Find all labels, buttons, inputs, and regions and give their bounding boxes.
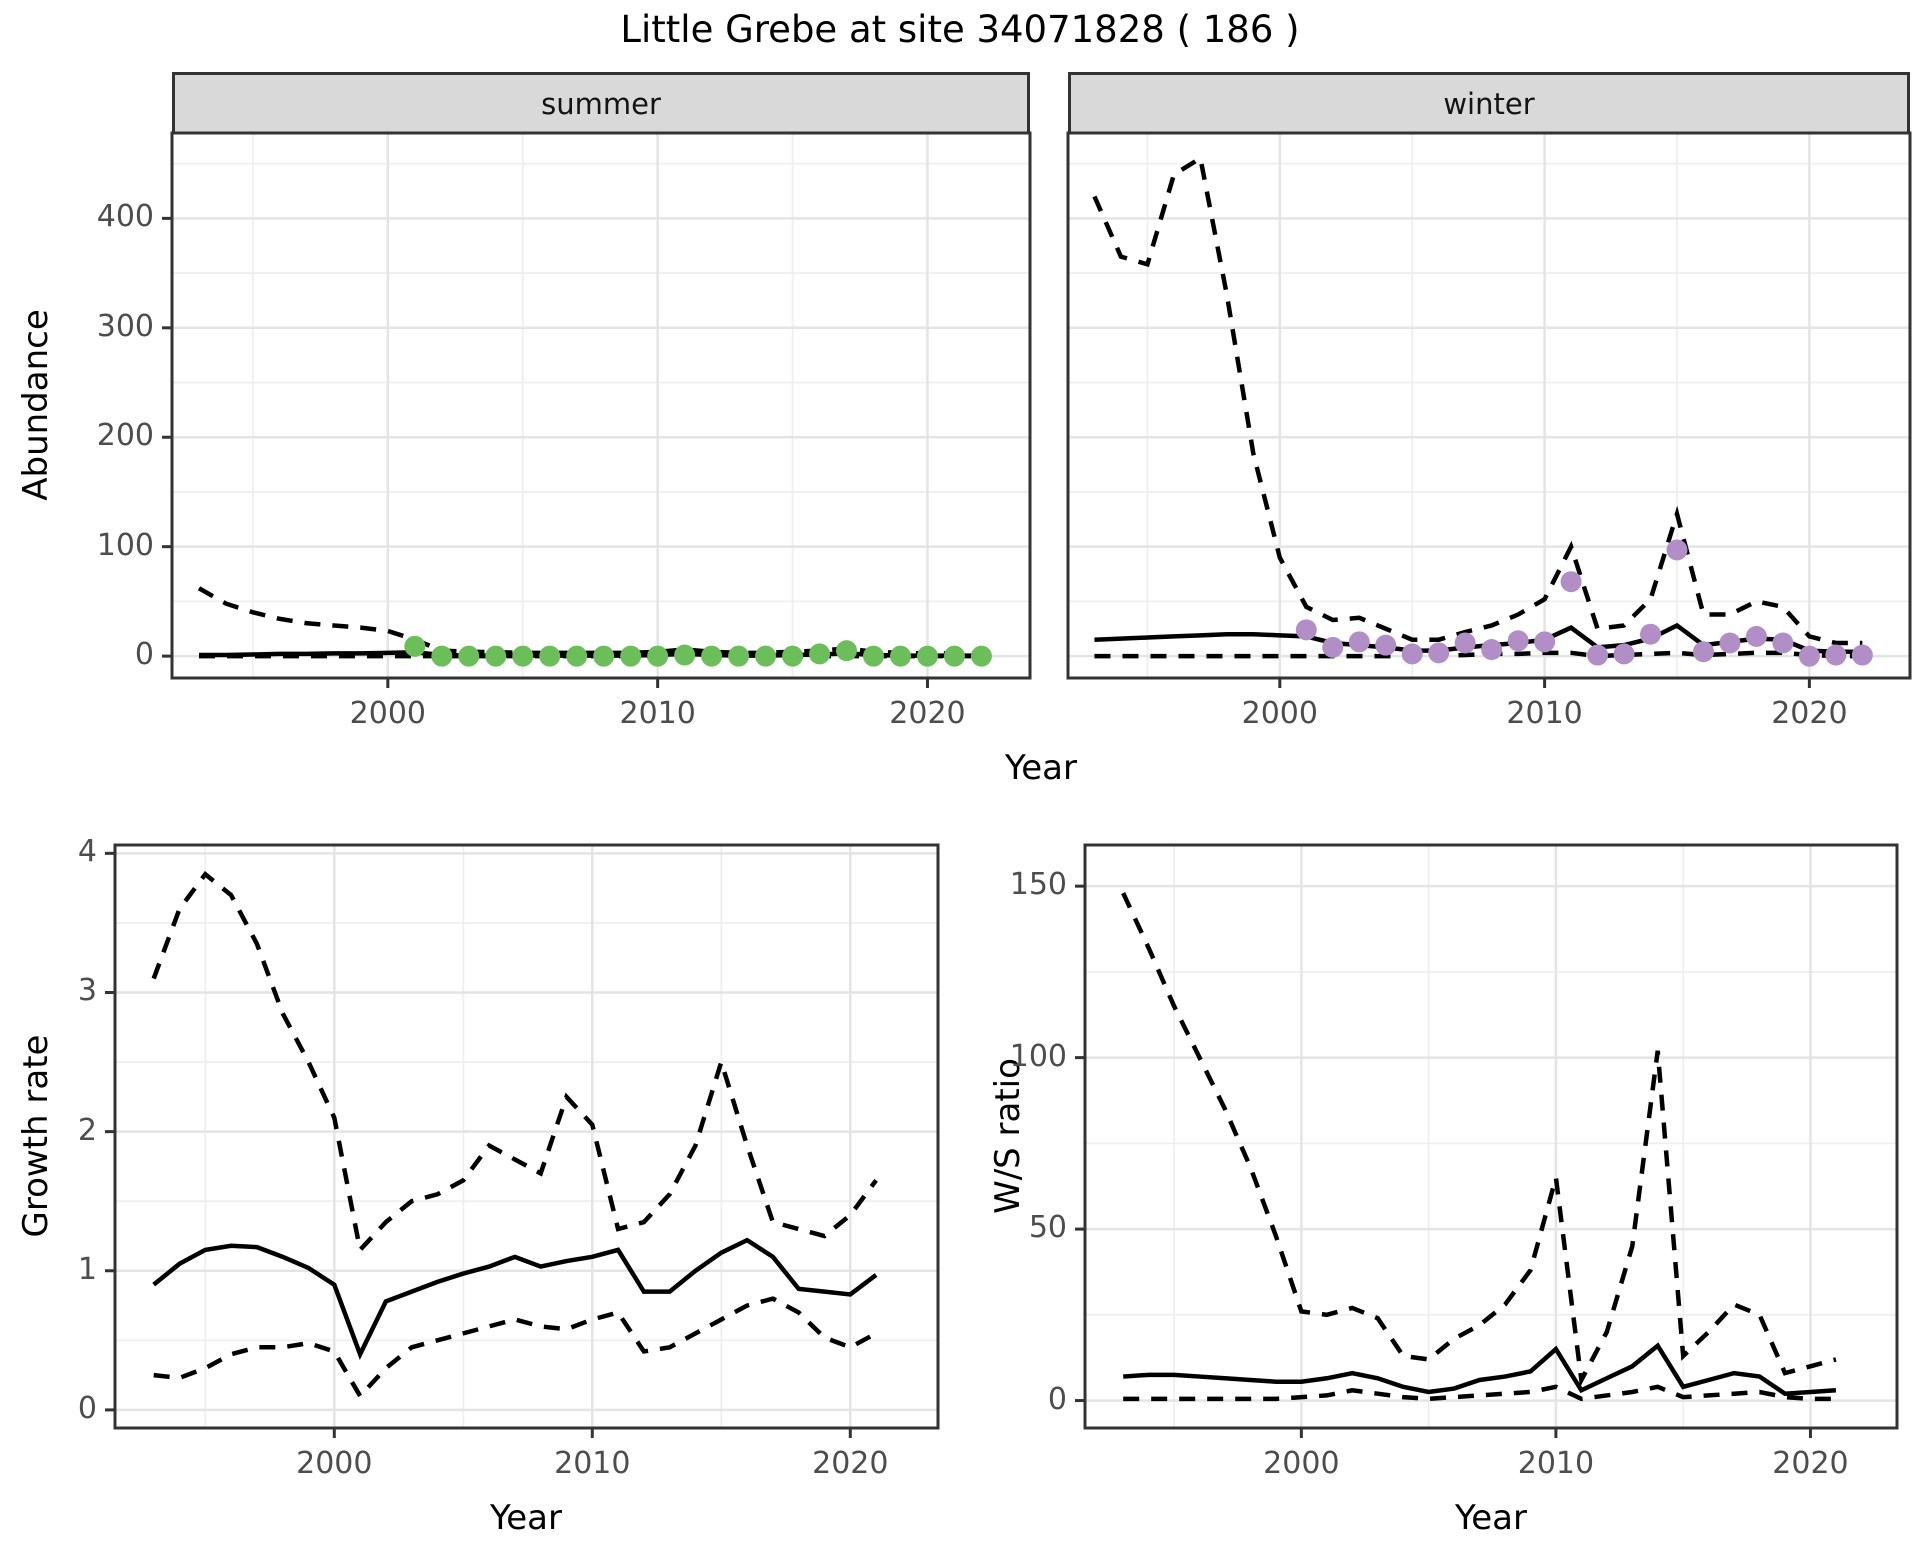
y-tick-label: 50 — [1028, 1210, 1067, 1246]
data-point — [889, 645, 911, 667]
data-point — [755, 645, 777, 667]
y-tick-label: 0 — [77, 1390, 97, 1426]
y-tick-label: 4 — [77, 834, 97, 870]
ws-ratio-axis-title: W/S ratio — [988, 1058, 1028, 1214]
data-point — [1719, 632, 1741, 654]
data-point — [1560, 571, 1582, 593]
data-point — [916, 645, 938, 667]
observed-winter-counts — [1295, 539, 1873, 667]
series-model-fit — [152, 1237, 878, 1360]
series-upper-95ci — [1121, 892, 1837, 1388]
ws-x-axis-title: Year — [1455, 1498, 1527, 1538]
axis-ticks-ws-ratio — [1075, 884, 1812, 1438]
data-point — [566, 645, 588, 667]
data-point — [863, 645, 885, 667]
series-lower-95ci — [1123, 1384, 1836, 1402]
x-tick-label: 2020 — [812, 1446, 889, 1481]
data-point — [1825, 644, 1847, 666]
data-point — [539, 645, 561, 667]
page-title: Little Grebe at site 34071828 ( 186 ) — [620, 8, 1300, 51]
series-upper-95ci — [197, 586, 982, 656]
data-point — [1851, 644, 1873, 666]
data-point — [1401, 643, 1423, 665]
y-tick-label: 3 — [77, 973, 97, 1009]
x-tick-label: 2000 — [1241, 696, 1318, 731]
observed-summer-counts — [404, 635, 992, 667]
facet-strip-winter-label: winter — [1443, 87, 1535, 121]
data-point — [836, 640, 858, 662]
x-tick-label: 2010 — [619, 696, 696, 731]
data-point — [620, 645, 642, 667]
data-point — [728, 645, 750, 667]
data-point — [404, 635, 426, 657]
y-tick-label: 0 — [1047, 1381, 1067, 1417]
data-point — [809, 643, 831, 665]
data-point — [593, 645, 615, 667]
y-tick-label: 2 — [77, 1112, 97, 1148]
data-point — [1798, 645, 1820, 667]
data-point — [1587, 644, 1609, 666]
data-point — [512, 645, 534, 667]
data-point — [485, 645, 507, 667]
data-point — [1428, 642, 1450, 664]
data-point — [1454, 632, 1476, 654]
y-tick-label: 100 — [1009, 1038, 1067, 1074]
gridlines-growth-rate — [115, 845, 938, 1428]
y-tick-label: 150 — [1009, 867, 1067, 903]
data-point — [1692, 641, 1714, 663]
data-point — [458, 645, 480, 667]
data-point — [1481, 639, 1503, 661]
y-tick-label: 0 — [134, 637, 154, 673]
data-point — [1534, 631, 1556, 653]
x-tick-label: 2020 — [1771, 696, 1848, 731]
data-point — [701, 645, 723, 667]
panel-abundance-winter — [1066, 131, 1912, 688]
x-tick-label: 2010 — [554, 1446, 631, 1481]
data-point — [1375, 634, 1397, 656]
x-tick-label: 2000 — [1263, 1446, 1340, 1481]
facet-strip-summer: summer — [172, 72, 1030, 136]
axis-ticks-growth-rate — [105, 851, 852, 1438]
series-model-fit — [1123, 1342, 1837, 1397]
panel-growth-rate — [105, 843, 940, 1438]
panel-ws-ratio — [1075, 843, 1899, 1438]
panel-abundance-summer — [162, 131, 1032, 688]
data-point — [1507, 630, 1529, 652]
data-point — [431, 645, 453, 667]
x-tick-label: 2010 — [1517, 1446, 1595, 1481]
data-point — [1613, 643, 1635, 665]
x-tick-label: 2020 — [889, 696, 966, 731]
x-tick-label: 2020 — [1772, 1446, 1849, 1481]
data-point — [1295, 619, 1317, 641]
series-lower-95ci — [153, 1296, 878, 1400]
growth-x-axis-title: Year — [490, 1498, 562, 1538]
data-point — [647, 645, 669, 667]
series-upper-95ci — [151, 870, 878, 1255]
axis-ticks-abundance-summer — [162, 216, 929, 688]
data-point — [1640, 623, 1662, 645]
data-point — [943, 645, 965, 667]
top-x-axis-title: Year — [1005, 748, 1077, 788]
facet-strip-summer-label: summer — [541, 87, 661, 121]
y-tick-label: 400 — [96, 199, 154, 235]
series-lower-95ci — [1094, 650, 1863, 659]
data-point — [782, 645, 804, 667]
y-tick-label: 1 — [77, 1251, 97, 1287]
data-point — [674, 644, 696, 666]
data-point — [1666, 539, 1688, 561]
x-tick-label: 2000 — [296, 1446, 373, 1481]
axis-ticks-abundance-winter — [1278, 678, 1811, 688]
x-tick-label: 2000 — [349, 696, 427, 731]
data-point — [1348, 631, 1370, 653]
x-tick-label: 2010 — [1506, 696, 1583, 731]
data-point — [1745, 625, 1767, 647]
y-tick-label: 200 — [96, 418, 154, 454]
y-tick-label: 100 — [96, 527, 154, 563]
y-tick-label: 300 — [96, 308, 154, 344]
data-point — [970, 645, 992, 667]
data-point — [1322, 636, 1344, 658]
data-point — [1772, 632, 1794, 654]
